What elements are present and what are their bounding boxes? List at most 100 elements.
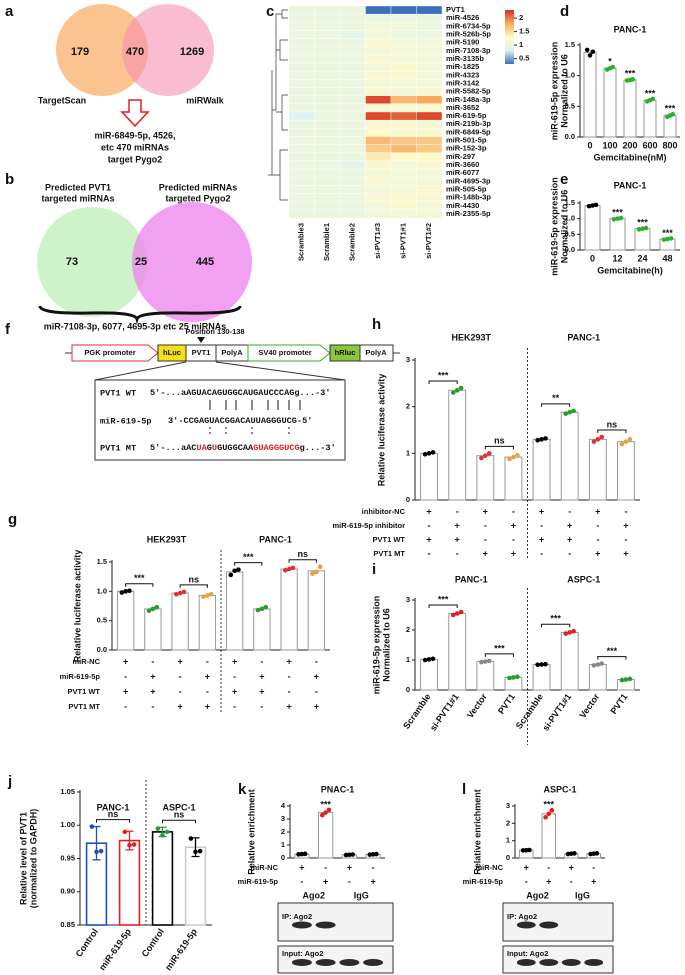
bar xyxy=(225,571,244,651)
heat-cell xyxy=(288,209,315,219)
zoom-line xyxy=(94,361,346,381)
condition-mark: + xyxy=(567,520,572,530)
x-tick-label: si-PVT1#1 xyxy=(540,692,573,733)
data-point xyxy=(610,64,616,70)
heat-cell xyxy=(288,46,315,56)
heat-cell xyxy=(365,201,392,211)
blot-band xyxy=(363,959,384,966)
data-point xyxy=(263,604,268,610)
element-label: PolyA xyxy=(365,348,387,357)
bar xyxy=(588,664,607,691)
x-tick-label: 24 xyxy=(637,253,647,263)
blot-band xyxy=(291,921,312,929)
row-label: miR-6734-5p xyxy=(446,21,491,30)
condition-mark: - xyxy=(596,520,599,530)
alignment-box xyxy=(94,379,346,461)
heat-cell xyxy=(314,177,341,186)
y-tick-label: 1 xyxy=(281,840,285,849)
significance: *** xyxy=(637,217,648,227)
panel-letter: k xyxy=(238,781,247,798)
blot-band xyxy=(539,959,559,966)
data-point xyxy=(595,437,601,442)
x-tick-label: PVT1 xyxy=(608,692,629,716)
row-label: miR-505-5p xyxy=(446,184,487,193)
condition-mark: + xyxy=(455,534,460,544)
heat-cell xyxy=(365,13,392,23)
blot-band xyxy=(339,959,360,966)
data-point xyxy=(590,203,595,208)
heat-cell xyxy=(339,54,366,64)
condition-mark: + xyxy=(426,506,431,516)
panel-letter: i xyxy=(372,561,376,578)
data-point xyxy=(549,808,555,813)
condition-mark: - xyxy=(179,671,182,681)
heat-cell xyxy=(416,168,443,178)
data-point xyxy=(539,662,544,667)
heat-cell xyxy=(288,103,315,113)
heat-cell xyxy=(390,128,417,137)
bar xyxy=(476,661,495,691)
position-label: Position 130-138 xyxy=(185,327,244,336)
bracket xyxy=(125,583,154,587)
heat-cell xyxy=(416,128,443,137)
heat-cell xyxy=(339,103,366,113)
data-point xyxy=(123,589,128,594)
heat-cell xyxy=(365,168,392,178)
data-point xyxy=(127,588,132,594)
heat-cell xyxy=(314,71,341,80)
sequence-part: g...-3' xyxy=(300,443,336,453)
panel-letter: l xyxy=(462,781,466,798)
bar xyxy=(560,631,579,691)
condition-mark: - xyxy=(288,671,291,681)
heat-cell xyxy=(390,136,417,145)
panel-letter: d xyxy=(560,3,569,20)
condition-mark: + xyxy=(569,862,574,872)
heat-cell xyxy=(339,22,366,31)
x-tick-label: 600 xyxy=(642,140,657,150)
data-point xyxy=(665,236,670,242)
data-point xyxy=(623,677,629,682)
heat-cell xyxy=(365,38,392,47)
data-point xyxy=(627,437,633,442)
x-tick-label: Scramble xyxy=(401,692,432,731)
data-point xyxy=(422,657,428,663)
bar xyxy=(198,594,217,651)
data-point xyxy=(661,237,667,242)
heatmap xyxy=(288,5,443,219)
bar xyxy=(532,664,551,691)
set-label: TargetScan xyxy=(38,95,86,105)
x-axis-label: Gemcitabine(nM) xyxy=(593,152,666,162)
bracket xyxy=(96,819,130,823)
y-axis-label: (normalized to GAPDH) xyxy=(28,809,38,909)
data-point xyxy=(527,847,532,853)
y-axis-label: miR-619-5p expression xyxy=(371,596,381,695)
element-label: PVT1 xyxy=(192,348,211,357)
heat-cell xyxy=(416,71,443,80)
heat-cell xyxy=(339,144,366,153)
heat-cell xyxy=(416,62,443,72)
heat-cell xyxy=(314,30,341,39)
color-tick-label: 1 xyxy=(519,40,523,49)
condition-mark: + xyxy=(539,534,544,544)
bracket xyxy=(428,604,458,608)
data-point xyxy=(89,824,95,829)
heat-cell xyxy=(314,22,341,31)
data-point xyxy=(535,662,540,668)
y-tick-label: 1 xyxy=(506,836,510,845)
x-axis-label: Gemcitabine(h) xyxy=(597,265,663,275)
heat-cell xyxy=(288,128,315,137)
row-label: miR-5190 xyxy=(446,38,479,47)
blot-label: Input: Ago2 xyxy=(507,949,548,958)
element-label: hRluc xyxy=(335,348,356,357)
condition-mark: + xyxy=(539,506,544,516)
heat-cell xyxy=(288,168,315,178)
y-tick-label: 1.5 xyxy=(565,40,575,49)
heat-cell xyxy=(288,144,315,153)
venn-circle xyxy=(56,4,148,96)
heat-cell xyxy=(416,152,443,162)
y-tick-label: 0 xyxy=(406,685,410,694)
y-tick-label: 0.90 xyxy=(60,887,75,896)
significance: *** xyxy=(607,646,618,656)
data-point xyxy=(611,216,617,222)
